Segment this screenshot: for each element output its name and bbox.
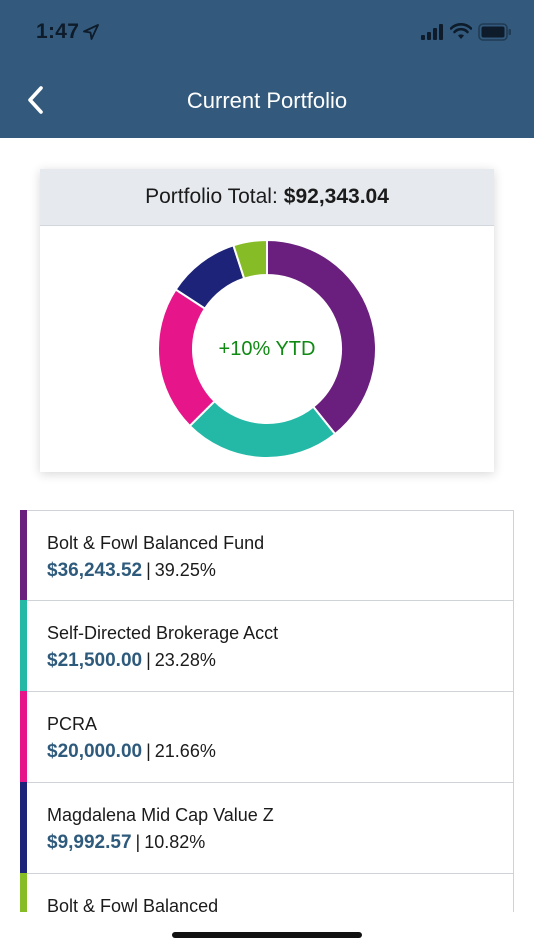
account-list: Bolt & Fowl Balanced Fund $36,243.52 | 39.2… bbox=[20, 510, 514, 950]
account-color-bar bbox=[20, 873, 27, 950]
allocation-donut-chart: +10% YTD bbox=[155, 237, 379, 461]
back-button[interactable] bbox=[18, 80, 54, 120]
account-name: Self-Directed Brokerage Acct bbox=[47, 623, 279, 643]
status-time: 1:47 bbox=[36, 20, 80, 43]
portfolio-total-label: Portfolio Total: bbox=[145, 185, 278, 208]
value-separator: | bbox=[146, 741, 151, 761]
value-separator: | bbox=[135, 832, 141, 852]
account-value-line: $21,500.00 | 23.28% bbox=[47, 650, 216, 672]
account-amount: $20,000.00 bbox=[47, 741, 143, 762]
account-row[interactable]: Self-Directed Brokerage Acct $21,500.00 | 2… bbox=[20, 600, 514, 692]
value-separator: | bbox=[146, 650, 151, 670]
bottom-safe-area bbox=[0, 912, 534, 950]
portfolio-total-header: Portfolio Total: $92,343.04 bbox=[40, 169, 494, 226]
account-name: Bolt & Fowl Balanced bbox=[47, 896, 219, 916]
account-percent: 21.66% bbox=[154, 741, 216, 761]
portfolio-total-value: $92,343.04 bbox=[283, 185, 389, 208]
ytd-return-label: +10% YTD bbox=[218, 337, 316, 360]
value-separator: | bbox=[146, 560, 151, 580]
account-percent: 23.28% bbox=[154, 650, 216, 670]
account-color-bar bbox=[20, 510, 27, 601]
donut-slice-5 bbox=[232, 238, 268, 280]
account-name: PCRA bbox=[47, 714, 98, 734]
account-color-bar bbox=[20, 782, 27, 874]
battery-icon bbox=[478, 23, 512, 41]
page-title: Current Portfolio bbox=[186, 88, 348, 113]
navigation-bar: 1:47 Current Portfolio bbox=[0, 0, 534, 138]
account-name: Bolt & Fowl Balanced Fund bbox=[47, 533, 265, 553]
account-value-line: $36,243.52 | 39.25% bbox=[47, 560, 216, 582]
home-indicator bbox=[172, 932, 362, 938]
account-amount: $21,500.00 bbox=[47, 650, 143, 671]
portfolio-summary-card: Portfolio Total: $92,343.04 +10% YTD bbox=[40, 169, 494, 472]
account-color-bar bbox=[20, 600, 27, 692]
account-percent: 10.82% bbox=[144, 832, 206, 852]
account-amount: $36,243.52 bbox=[47, 560, 143, 581]
account-name: Magdalena Mid Cap Value Z bbox=[47, 805, 274, 825]
location-arrow-icon bbox=[83, 24, 99, 40]
account-value-line: $9,992.57 | 10.82% bbox=[47, 832, 205, 854]
wifi-icon bbox=[449, 22, 473, 40]
account-row[interactable]: Magdalena Mid Cap Value Z $9,992.57 | 10.82… bbox=[20, 782, 514, 874]
account-amount: $9,992.57 bbox=[47, 832, 132, 853]
account-color-bar bbox=[20, 691, 27, 783]
account-value-line: $20,000.00 | 21.66% bbox=[47, 741, 216, 763]
cellular-signal-icon bbox=[421, 24, 445, 40]
donut-slice-1 bbox=[266, 238, 377, 436]
account-row[interactable]: PCRA $20,000.00 | 21.66% bbox=[20, 691, 514, 783]
chevron-left-icon bbox=[28, 86, 43, 114]
account-percent: 39.25% bbox=[154, 560, 216, 580]
account-row[interactable]: Bolt & Fowl Balanced Fund $36,243.52 | 39.2… bbox=[20, 510, 514, 601]
